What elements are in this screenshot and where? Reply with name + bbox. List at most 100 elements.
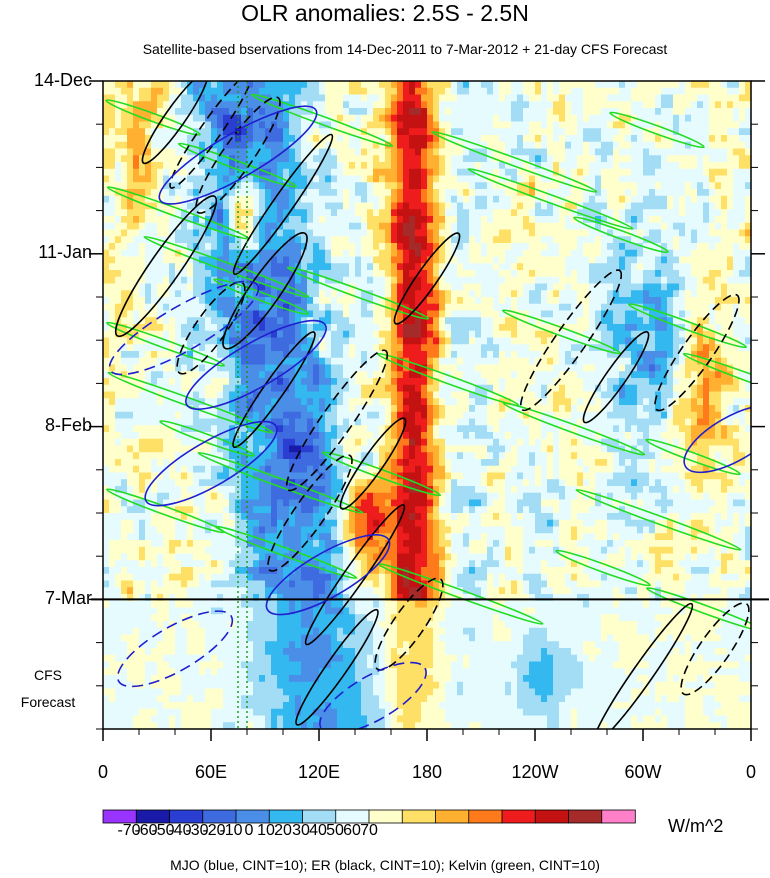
heatmap-cell (547, 168, 554, 177)
heatmap-cell (337, 378, 344, 386)
heatmap-cell (403, 135, 410, 143)
heatmap-cell (157, 182, 164, 190)
heatmap-cell (295, 243, 302, 251)
heatmap-cell (283, 337, 290, 345)
heatmap-cell (403, 148, 410, 156)
heatmap-cell (121, 141, 128, 150)
heatmap-cell (145, 141, 152, 150)
heatmap-cell (607, 141, 614, 150)
heatmap-cell (211, 371, 218, 379)
heatmap-cell (691, 256, 698, 264)
heatmap-cell (235, 330, 242, 339)
heatmap-cell (739, 324, 746, 332)
heatmap-cell (631, 101, 638, 109)
heatmap-cell (571, 378, 578, 386)
heatmap-cell (499, 256, 506, 264)
heatmap-cell (121, 195, 128, 204)
heatmap-cell (601, 256, 608, 264)
heatmap-cell (469, 303, 476, 312)
heatmap-cell (481, 317, 488, 325)
heatmap-cell (451, 297, 458, 305)
heatmap-cell (523, 202, 530, 210)
heatmap-cell (121, 128, 128, 136)
heatmap-cell (169, 256, 176, 264)
heatmap-cell (739, 249, 746, 258)
heatmap-cell (241, 276, 248, 285)
heatmap-cell (379, 135, 386, 143)
heatmap-cell (433, 290, 440, 298)
heatmap-cell (331, 81, 338, 89)
heatmap-cell (583, 276, 590, 285)
heatmap-cell (415, 121, 422, 129)
heatmap-cell (373, 87, 380, 96)
heatmap-cell (733, 128, 740, 136)
heatmap-cell (583, 337, 590, 345)
heatmap-cell (295, 121, 302, 129)
heatmap-cell (451, 344, 458, 352)
heatmap-cell (277, 317, 284, 325)
heatmap-cell (109, 121, 116, 129)
heatmap-cell (469, 189, 476, 197)
heatmap-cell (361, 324, 368, 332)
heatmap-cell (553, 195, 560, 204)
heatmap-cell (181, 94, 188, 102)
heatmap-cell (553, 303, 560, 312)
heatmap-cell (733, 108, 740, 116)
heatmap-cell (523, 189, 530, 197)
heatmap-cell (157, 364, 164, 372)
heatmap-cell (445, 290, 452, 298)
heatmap-cell (409, 216, 416, 224)
heatmap-cell (733, 297, 740, 305)
heatmap-cell (631, 155, 638, 163)
heatmap-cell (307, 162, 314, 170)
heatmap-cell (451, 256, 458, 264)
heatmap-cell (739, 94, 746, 102)
heatmap-cell (565, 330, 572, 339)
heatmap-cell (223, 141, 230, 150)
heatmap-cell (643, 337, 650, 345)
heatmap-cell (175, 148, 182, 156)
heatmap-cell (469, 101, 476, 109)
heatmap-cell (505, 290, 512, 298)
heatmap-cell (631, 87, 638, 96)
heatmap-cell (247, 175, 254, 183)
heatmap-cell (589, 263, 596, 271)
heatmap-cell (385, 357, 392, 366)
heatmap-cell (625, 270, 632, 278)
heatmap-cell (709, 81, 716, 89)
heatmap-cell (481, 263, 488, 271)
heatmap-cell (157, 263, 164, 271)
heatmap-cell (205, 263, 212, 271)
heatmap-cell (145, 87, 152, 96)
heatmap-cell (169, 243, 176, 251)
heatmap-cell (367, 263, 374, 271)
heatmap-cell (721, 337, 728, 345)
heatmap-cell (679, 249, 686, 258)
heatmap-cell (361, 357, 368, 366)
heatmap-cell (487, 256, 494, 264)
heatmap-cell (301, 371, 308, 379)
heatmap-cell (241, 344, 248, 352)
heatmap-cell (133, 317, 140, 325)
heatmap-cell (619, 276, 626, 285)
heatmap-cell (703, 135, 710, 143)
heatmap-cell (547, 283, 554, 291)
heatmap-cell (727, 216, 734, 224)
heatmap-cell (601, 324, 608, 332)
heatmap-cell (403, 195, 410, 204)
heatmap-cell (355, 236, 362, 244)
heatmap-cell (475, 222, 482, 231)
heatmap-cell (709, 371, 716, 379)
heatmap-cell (667, 162, 674, 170)
heatmap-cell (613, 330, 620, 339)
heatmap-cell (349, 87, 356, 96)
heatmap-cell (481, 121, 488, 129)
heatmap-cell (253, 290, 260, 298)
heatmap-cell (721, 101, 728, 109)
heatmap-cell (463, 114, 470, 123)
heatmap-cell (715, 317, 722, 325)
heatmap-cell (583, 87, 590, 96)
heatmap-cell (745, 222, 752, 231)
heatmap-cell (307, 189, 314, 197)
heatmap-cell (697, 162, 704, 170)
